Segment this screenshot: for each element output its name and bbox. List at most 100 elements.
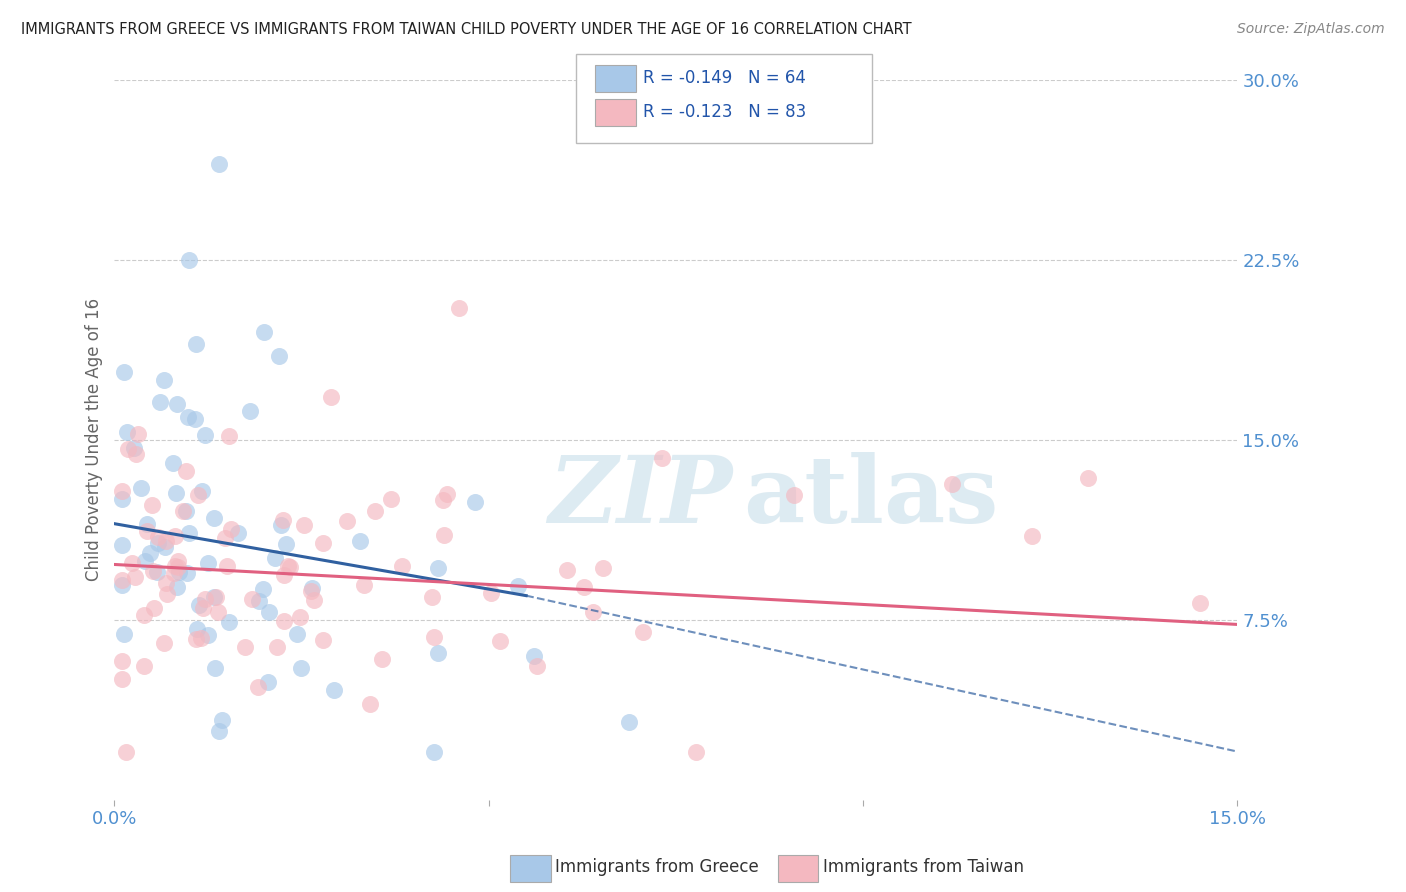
Point (1077, 471, 1099, 485)
Point (114, 365, 136, 379)
Point (141, 498, 163, 512)
Point (572, 580, 595, 594)
Point (274, 537, 297, 551)
Point (508, 579, 530, 593)
Text: Immigrants from Greece: Immigrants from Greece (555, 858, 759, 876)
Point (301, 581, 323, 595)
Point (239, 403, 262, 417)
Point (423, 630, 446, 644)
Point (122, 442, 145, 456)
Point (273, 567, 295, 582)
Point (111, 578, 134, 592)
Point (280, 559, 302, 574)
Point (427, 646, 450, 660)
Point (166, 397, 188, 411)
Point (186, 622, 208, 636)
Point (523, 648, 546, 663)
Y-axis label: Child Poverty Under the Age of 16: Child Poverty Under the Age of 16 (86, 298, 103, 582)
Point (617, 714, 640, 729)
Point (240, 592, 263, 607)
Point (252, 582, 274, 597)
Point (143, 601, 166, 615)
Point (290, 609, 312, 624)
Point (163, 559, 186, 574)
Point (204, 661, 226, 675)
Point (177, 410, 200, 425)
Point (134, 554, 156, 568)
Point (464, 495, 486, 509)
Point (202, 511, 225, 525)
Point (153, 540, 176, 554)
Point (685, 745, 707, 759)
Point (218, 429, 240, 443)
Point (380, 492, 402, 507)
Point (135, 517, 157, 532)
Point (273, 614, 295, 628)
Point (214, 531, 236, 545)
Point (188, 598, 211, 612)
Point (426, 560, 449, 574)
Point (179, 526, 201, 541)
Point (264, 551, 287, 566)
Point (371, 652, 394, 666)
Point (129, 481, 152, 495)
Point (172, 504, 194, 518)
Point (124, 570, 146, 584)
Point (359, 697, 381, 711)
Text: Source: ZipAtlas.com: Source: ZipAtlas.com (1237, 22, 1385, 37)
Point (290, 661, 312, 675)
Point (651, 451, 673, 466)
Text: Immigrants from Taiwan: Immigrants from Taiwan (823, 858, 1024, 876)
Point (117, 442, 139, 456)
Point (111, 573, 134, 587)
Point (207, 605, 229, 619)
Point (174, 464, 197, 478)
Point (432, 492, 454, 507)
Point (253, 325, 276, 339)
Point (270, 518, 292, 533)
Point (204, 590, 226, 604)
Point (184, 336, 207, 351)
Point (111, 483, 134, 498)
Point (112, 627, 135, 641)
Point (247, 594, 270, 608)
Point (167, 559, 190, 574)
Point (312, 536, 335, 550)
Point (155, 534, 177, 549)
Point (277, 559, 299, 574)
Point (132, 659, 155, 673)
Point (117, 425, 139, 439)
Point (111, 491, 134, 506)
Point (436, 487, 458, 501)
Point (211, 713, 233, 727)
Point (186, 632, 208, 646)
Point (155, 575, 177, 590)
Point (115, 745, 138, 759)
Point (353, 578, 375, 592)
Point (582, 605, 605, 619)
Point (266, 640, 288, 655)
Point (167, 565, 190, 579)
Point (391, 559, 413, 574)
Point (167, 554, 190, 568)
Point (555, 563, 578, 577)
Point (783, 487, 806, 501)
Point (153, 635, 176, 649)
Point (166, 580, 188, 594)
Point (111, 654, 134, 668)
Point (162, 456, 184, 470)
Point (269, 349, 291, 363)
Point (165, 529, 187, 543)
Point (631, 625, 654, 640)
Point (592, 561, 614, 575)
Point (194, 591, 217, 606)
Point (299, 584, 322, 599)
Text: R = -0.149   N = 64: R = -0.149 N = 64 (643, 70, 806, 87)
Point (194, 427, 217, 442)
Text: R = -0.123   N = 83: R = -0.123 N = 83 (643, 103, 806, 121)
Point (191, 483, 214, 498)
Point (246, 681, 269, 695)
Point (364, 504, 387, 518)
Point (285, 627, 308, 641)
Point (187, 488, 209, 502)
